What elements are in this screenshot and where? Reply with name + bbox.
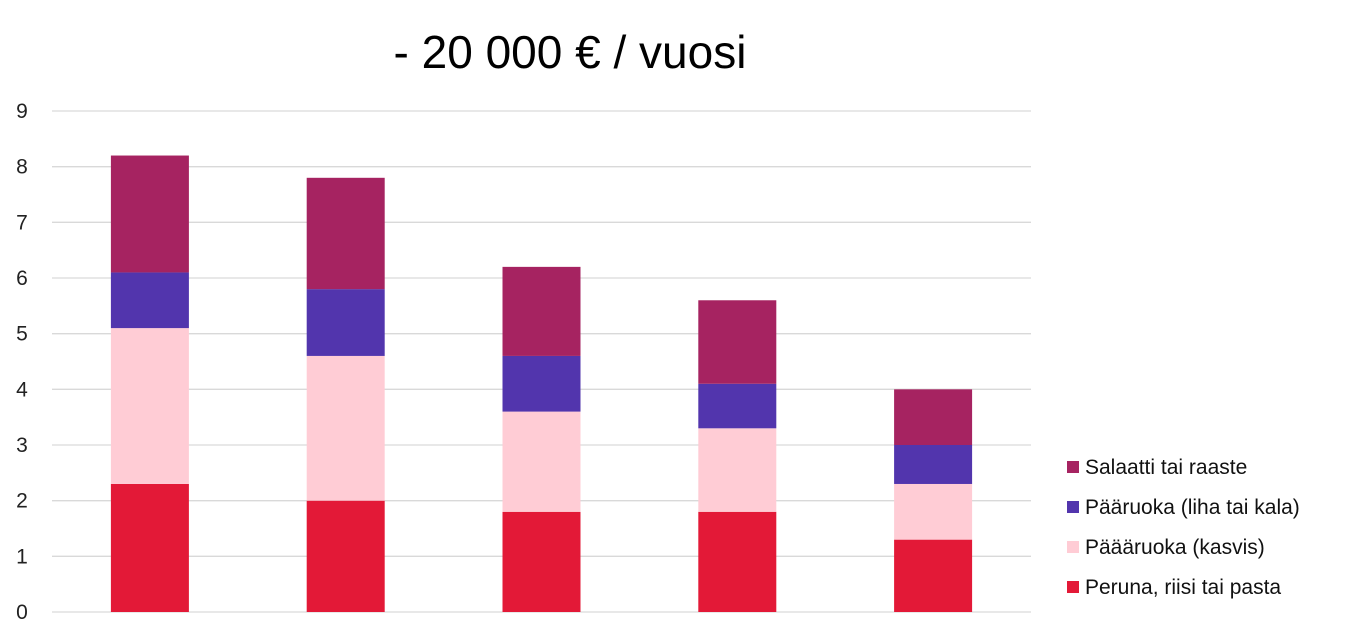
bar-segment <box>110 328 189 484</box>
bar-segment <box>698 428 777 512</box>
y-tick-label: 8 <box>16 156 28 179</box>
legend-swatch <box>1067 501 1079 513</box>
bar-segment <box>502 411 581 512</box>
y-tick-label: 2 <box>16 490 28 513</box>
bar-segment <box>502 266 581 356</box>
bar-segment <box>306 289 385 356</box>
legend-label: Pääruoka (liha tai kala) <box>1085 496 1300 519</box>
bars <box>110 155 973 612</box>
y-tick-label: 7 <box>16 211 28 234</box>
bar-segment <box>894 539 973 612</box>
legend: Salaatti tai raaste Pääruoka (liha tai ka… <box>1067 456 1300 599</box>
legend-swatch <box>1067 461 1079 473</box>
bar-segment <box>110 155 189 273</box>
legend-swatch <box>1067 581 1079 593</box>
y-tick-label: 9 <box>16 100 28 123</box>
legend-label: Salaatti tai raaste <box>1085 456 1247 479</box>
bar-segment <box>502 511 581 612</box>
bar-segment <box>698 300 777 384</box>
y-tick-label: 3 <box>16 434 28 457</box>
bar-segment <box>894 389 973 445</box>
bar-segment <box>306 355 385 501</box>
bar-segment <box>698 383 777 429</box>
bar-segment <box>698 511 777 612</box>
bar-segment <box>306 500 385 612</box>
y-tick-label: 4 <box>16 378 28 401</box>
bar-segment <box>894 483 973 540</box>
chart-title: - 20 000 € / vuosi <box>394 26 747 78</box>
y-axis-ticks: 0 1 2 3 4 5 6 7 8 9 <box>16 100 28 624</box>
y-tick-label: 5 <box>16 323 28 346</box>
bar-segment <box>110 483 189 612</box>
y-tick-label: 6 <box>16 267 28 290</box>
y-tick-label: 1 <box>16 545 28 568</box>
legend-label: Päääruoka (kasvis) <box>1085 536 1265 559</box>
legend-label: Peruna, riisi tai pasta <box>1085 576 1281 599</box>
bar-segment <box>502 355 581 412</box>
bar-segment <box>110 272 189 329</box>
legend-swatch <box>1067 541 1079 553</box>
y-tick-label: 0 <box>16 601 28 624</box>
bar-segment <box>894 445 973 484</box>
bar-segment <box>306 177 385 290</box>
